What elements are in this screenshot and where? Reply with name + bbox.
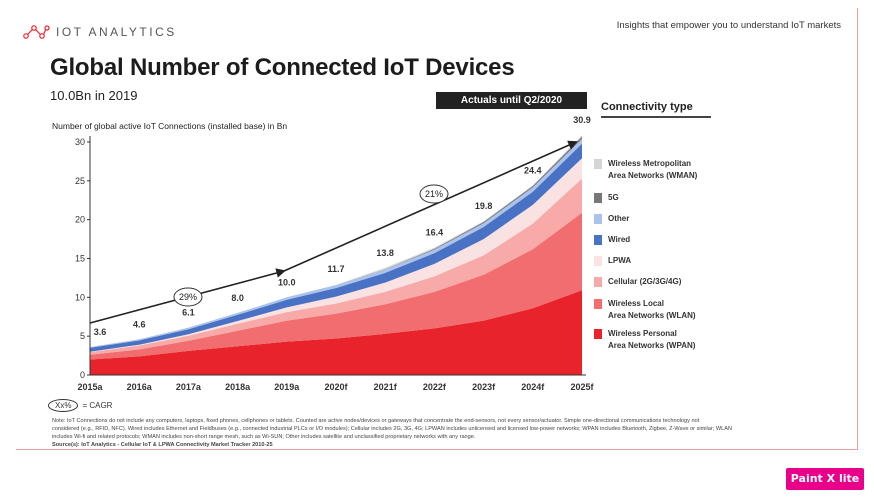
- x-tick-label: 2021f: [374, 382, 398, 392]
- cagr-key: Xx% = CAGR: [48, 399, 112, 412]
- area-lpwa: [90, 158, 582, 353]
- x-tick-label: 2020f: [324, 382, 348, 392]
- area-wireless-local: [90, 212, 582, 360]
- legend-swatch: [594, 159, 602, 169]
- legend-swatch: [594, 235, 602, 245]
- y-tick-label: 20: [75, 215, 85, 225]
- logo-text: IOT ANALYTICS: [56, 25, 177, 39]
- legend-label: LPWA: [608, 256, 632, 265]
- y-tick-label: 10: [75, 292, 85, 302]
- legend-label: Wireless Metropolitan Area Networks (WMA…: [608, 159, 698, 180]
- x-tick-label: 2017a: [176, 382, 202, 392]
- footnotes: Note: IoT Connections do not include any…: [52, 417, 842, 449]
- legend-item: Cellular (2G/3G/4G): [594, 276, 681, 288]
- page-subtitle: 10.0Bn in 2019: [50, 88, 138, 103]
- legend-swatch: [594, 214, 602, 224]
- legend-item: Wireless Metropolitan Area Networks (WMA…: [594, 158, 697, 182]
- legend-item: Wireless Personal Area Networks (WPAN): [594, 328, 695, 352]
- legend-item: 5G: [594, 192, 619, 204]
- legend-swatch: [594, 277, 602, 287]
- cagr-label: 21%: [425, 189, 443, 199]
- slide-frame: IOT ANALYTICS Insights that empower you …: [16, 8, 858, 450]
- data-label: 19.8: [475, 201, 493, 211]
- data-label: 16.4: [426, 228, 444, 238]
- note-source: Source(s): IoT Analytics - Cellular IoT …: [52, 442, 273, 448]
- data-label: 8.0: [231, 293, 244, 303]
- data-label: 10.0: [278, 277, 296, 287]
- cagr-oval: [419, 184, 449, 204]
- x-tick-label: 2015a: [77, 382, 103, 392]
- data-label: 3.6: [94, 327, 107, 337]
- actuals-label: Actuals until Q2/2020: [436, 92, 587, 109]
- network-nodes-icon: [23, 25, 50, 39]
- y-tick-label: 0: [80, 370, 85, 380]
- y-axis-label: Number of global active IoT Connections …: [52, 121, 287, 131]
- data-label: 11.7: [327, 264, 344, 274]
- chart-axes: 0 5 10 15 20 25 30 Number of global active IoT …: [52, 121, 595, 392]
- legend-swatch: [594, 329, 602, 339]
- connectivity-title: Connectivity type: [601, 101, 693, 113]
- x-tick-label: 2018a: [225, 382, 251, 392]
- connectivity-underline: [601, 116, 711, 118]
- legend-label: Wireless Local Area Networks (WLAN): [608, 299, 696, 320]
- page-title: Global Number of Connected IoT Devices: [50, 54, 515, 81]
- y-tick-label: 30: [75, 137, 85, 147]
- legend-label: Wired: [608, 235, 631, 244]
- data-label: 30.9: [573, 115, 591, 125]
- legend-label: Cellular (2G/3G/4G): [608, 277, 682, 286]
- chart-areas: [90, 135, 582, 375]
- legend-item: Wireless Local Area Networks (WLAN): [594, 298, 696, 322]
- cagr-label: 29%: [179, 292, 197, 302]
- legend-swatch: [594, 256, 602, 266]
- y-tick-label: 15: [75, 254, 85, 264]
- data-label: 6.1: [182, 308, 195, 318]
- x-tick-label: 2023f: [472, 382, 496, 392]
- note-line-2: considered (e.g., RFID, NFC). Wired incl…: [52, 426, 733, 432]
- cagr-arrow-forecast: [283, 140, 578, 272]
- cagr-key-label: = CAGR: [82, 401, 113, 410]
- iot-devices-chart: 0 5 10 15 20 25 30 Number of global active IoT …: [52, 115, 595, 392]
- legend-label: Other: [608, 214, 630, 223]
- chart-annotations: 3.6 4.6 6.1 8.0 10.0 11.7 13.8 16.4 19.8 24.4 30.9…: [89, 115, 591, 337]
- data-label: 4.6: [133, 319, 146, 329]
- cagr-key-oval: Xx%: [48, 399, 79, 412]
- legend-item: LPWA: [594, 255, 631, 267]
- x-tick-label: 2016a: [127, 382, 153, 392]
- tagline: Insights that empower you to understand …: [616, 20, 841, 31]
- legend-swatch: [594, 193, 602, 203]
- x-tick-label: 2025f: [570, 382, 594, 392]
- x-tick-label: 2022f: [423, 382, 447, 392]
- legend-label: 5G: [608, 193, 619, 202]
- y-tick-label: 5: [80, 331, 85, 341]
- cagr-oval: [173, 287, 203, 307]
- y-tick-label: 25: [75, 176, 85, 186]
- x-tick-label: 2019a: [274, 382, 300, 392]
- data-label: 13.8: [376, 248, 394, 258]
- x-tick-label: 2024f: [521, 382, 545, 392]
- area-wireless-personal: [90, 290, 582, 375]
- legend-item: Wired: [594, 234, 630, 246]
- area-cellular-2g-3g-4g: [90, 178, 582, 355]
- note-line-1: Note: IoT Connections do not include any…: [52, 418, 700, 424]
- paint-x-lite-badge[interactable]: Paint X lite: [786, 468, 864, 490]
- data-label: 24.4: [524, 165, 542, 175]
- legend-item: Other: [594, 213, 629, 225]
- note-line-3: includes Wi-fi and related protocols; WM…: [52, 434, 476, 440]
- legend-label: Wireless Personal Area Networks (WPAN): [608, 329, 696, 350]
- legend-swatch: [594, 299, 602, 309]
- iot-analytics-logo: IOT ANALYTICS: [22, 22, 177, 42]
